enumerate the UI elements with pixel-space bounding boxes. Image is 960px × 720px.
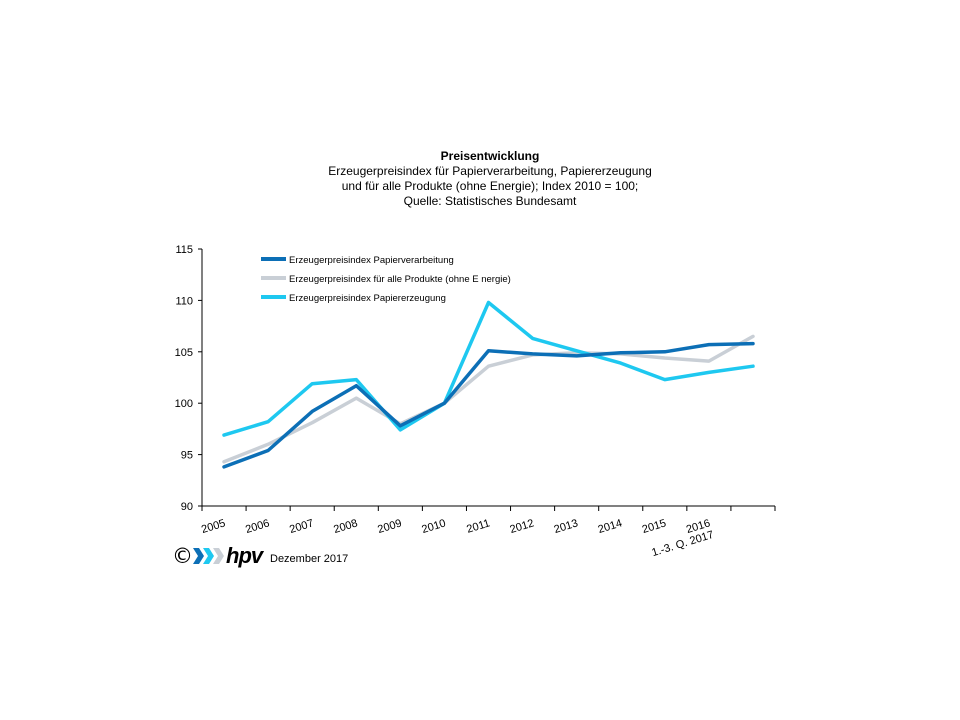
- x-tick-label: 2005: [200, 517, 227, 536]
- x-tick-label: 2008: [332, 517, 359, 536]
- footer-date: Dezember 2017: [270, 553, 349, 565]
- x-tick-label-line: 2011: [465, 517, 491, 535]
- chart-title-block: Preisentwicklung Erzeugerpreisindex für …: [240, 149, 740, 209]
- legend-label-3: Erzeugerpreisindex Papiererzeugung: [289, 293, 446, 304]
- x-tick-label: 2013: [553, 517, 580, 536]
- x-tick-label: 2011: [465, 517, 491, 535]
- legend-label-2: Erzeugerpreisindex für alle Produkte (oh…: [289, 274, 511, 285]
- copyright-symbol: ©: [172, 544, 193, 568]
- chart-title: Preisentwicklung: [440, 149, 540, 163]
- x-tick-label-line: 2009: [376, 517, 403, 536]
- series-line-3: [222, 300, 755, 437]
- x-tick-label-line: 2005: [200, 517, 227, 536]
- chart-subtitle-line-3: Quelle: Statistisches Bundesamt: [403, 194, 577, 208]
- x-tick-label-line: 2015: [641, 517, 668, 536]
- x-tick-label-line: 1.-3. Q. 2017: [650, 529, 715, 559]
- x-tick-label: 2014: [597, 517, 624, 536]
- series-line-1: [222, 341, 755, 469]
- x-tick-label-line: 2006: [244, 517, 271, 536]
- x-tick-label-line: 2008: [332, 517, 359, 536]
- x-tick-label: 2006: [244, 517, 271, 536]
- chart-subtitle-line-1: Erzeugerpreisindex für Papierverarbeitun…: [328, 164, 652, 178]
- hpv-logo-arrows-icon: [193, 548, 224, 564]
- x-tick-label-line: 2012: [509, 517, 536, 536]
- y-tick-label: 105: [175, 347, 193, 359]
- y-tick-label: 115: [175, 244, 193, 256]
- y-tick-label: 95: [181, 450, 193, 462]
- x-tick-label-line: 2010: [420, 517, 447, 536]
- x-tick-label: 2012: [509, 517, 536, 536]
- x-tick-label: 2007: [288, 517, 315, 536]
- legend-label-1: Erzeugerpreisindex Papierverarbeitung: [289, 255, 454, 266]
- x-tick-label-line: 2013: [553, 517, 580, 536]
- hpv-logo: hpv: [226, 543, 263, 568]
- chart-subtitle-line-2: und für alle Produkte (ohne Energie); In…: [341, 179, 639, 193]
- y-tick-label: 90: [181, 501, 193, 513]
- x-tick-label: 2015: [641, 517, 668, 536]
- series-line-2: [222, 334, 755, 464]
- x-tick-label-line: 2007: [288, 517, 315, 536]
- x-tick-label-line: 2014: [597, 517, 624, 536]
- x-tick-label: 2010: [420, 517, 447, 536]
- y-tick-label: 110: [175, 295, 193, 307]
- y-tick-label: 100: [175, 398, 193, 410]
- x-tick-label: 2009: [376, 517, 403, 536]
